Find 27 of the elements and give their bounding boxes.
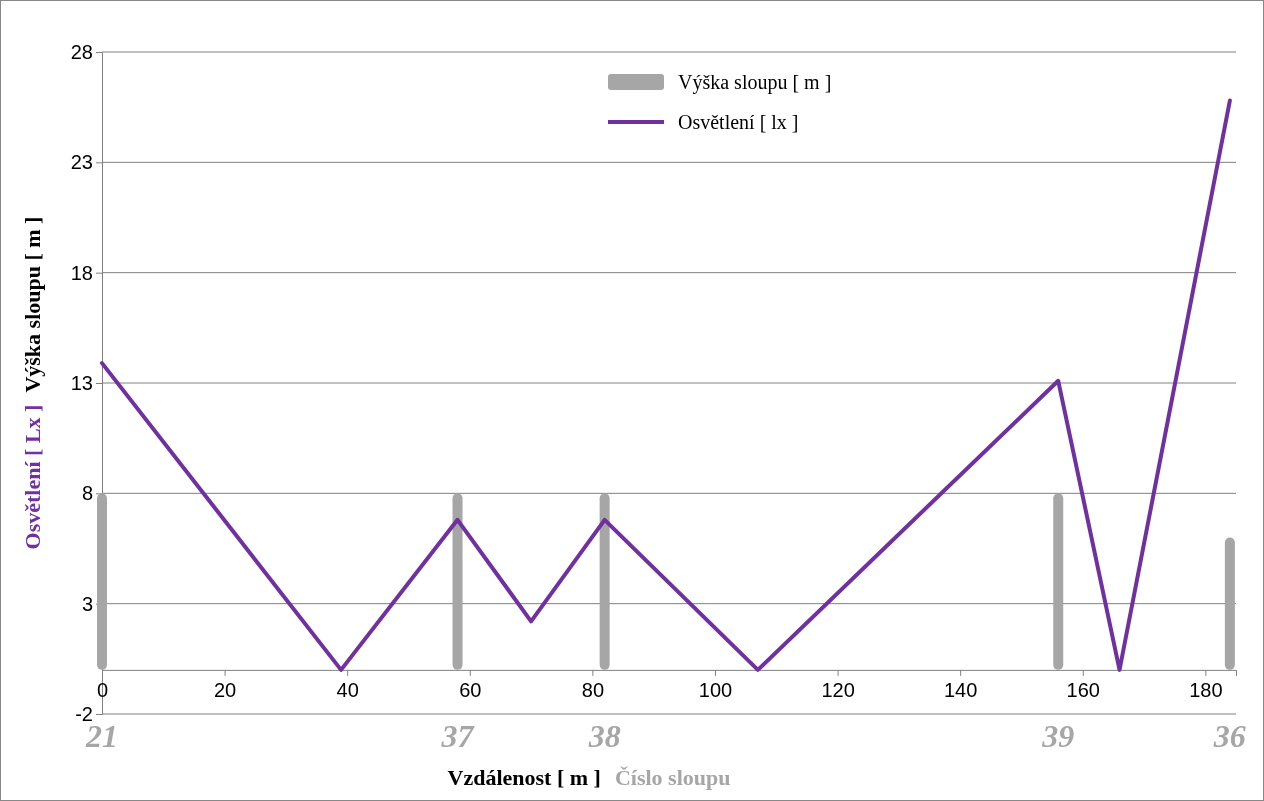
text: 37 xyxy=(440,718,476,754)
y-tick-label: 3 xyxy=(81,592,93,615)
x-tick-label: 140 xyxy=(943,678,978,701)
x-tick-label: 60 xyxy=(459,678,482,701)
y-tick-label: 28 xyxy=(70,40,93,63)
x-tick-label: 100 xyxy=(698,678,733,701)
legend-label: Výška sloupu [ m ] xyxy=(678,71,832,94)
x-tick-label: 160 xyxy=(1066,678,1100,701)
text: Osvětlení [ Lx ] xyxy=(20,404,45,550)
x-tick-label: 0 xyxy=(96,678,109,701)
line-series xyxy=(100,98,1232,672)
y-tick-label: 23 xyxy=(70,151,93,174)
y-tick-label: 8 xyxy=(81,482,93,505)
x-tick-label: 120 xyxy=(821,678,855,701)
text: 36 xyxy=(1212,718,1246,754)
x-tick-label: 20 xyxy=(213,678,237,701)
x-tick-label: 180 xyxy=(1189,678,1223,701)
text: 38 xyxy=(587,718,621,754)
text: Číslo sloupu xyxy=(614,765,731,790)
text: 39 xyxy=(1041,718,1075,754)
x-tick-label: 40 xyxy=(336,678,359,701)
y-axis-title: Výška sloupu [ m ] xyxy=(20,216,45,393)
y-tick-label: 18 xyxy=(70,261,93,284)
x-axis-title: Vzdálenost [ m ] xyxy=(447,765,601,790)
legend-label: Osvětlení [ lx ] xyxy=(678,111,799,133)
y-tick-label: 13 xyxy=(70,371,93,394)
x-tick-label: 80 xyxy=(581,678,604,701)
